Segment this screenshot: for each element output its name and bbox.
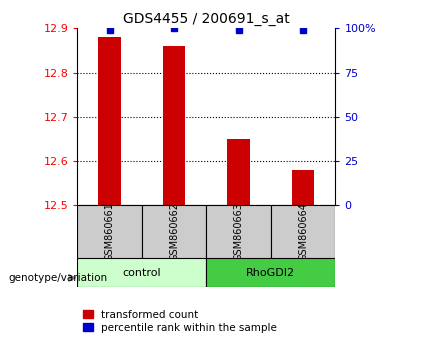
Text: genotype/variation: genotype/variation (9, 273, 108, 283)
Bar (271, 205, 335, 258)
Text: control: control (123, 268, 161, 278)
Bar (98, 37, 121, 205)
Bar (77, 205, 142, 258)
Text: GDS4455 / 200691_s_at: GDS4455 / 200691_s_at (123, 12, 290, 27)
Bar (163, 46, 185, 205)
Text: GSM860661: GSM860661 (104, 202, 115, 261)
Legend: transformed count, percentile rank within the sample: transformed count, percentile rank withi… (83, 310, 277, 333)
Bar (206, 258, 335, 287)
Text: GSM860663: GSM860663 (233, 202, 244, 261)
Bar (77, 258, 206, 287)
Bar (142, 205, 206, 258)
Bar (292, 170, 314, 205)
Text: GSM860664: GSM860664 (298, 202, 308, 261)
Bar (206, 205, 271, 258)
Text: GSM860662: GSM860662 (169, 202, 179, 261)
Text: RhoGDI2: RhoGDI2 (246, 268, 295, 278)
Bar (227, 139, 250, 205)
